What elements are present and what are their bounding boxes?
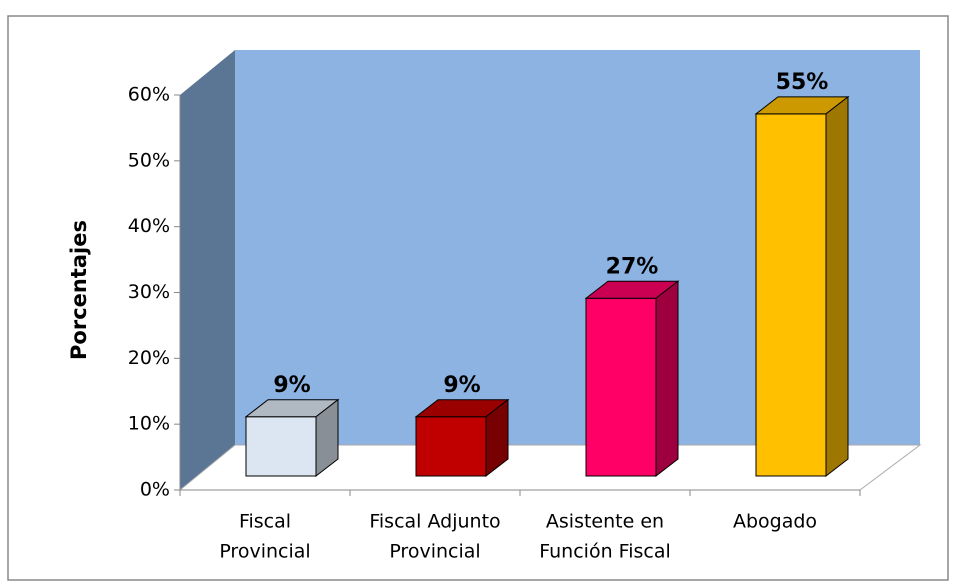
y-axis-title: Porcentajes bbox=[67, 220, 91, 360]
x-tick-label: Provincial bbox=[219, 541, 310, 563]
bar bbox=[245, 416, 317, 477]
bar-side bbox=[485, 398, 509, 478]
data-label: 9% bbox=[443, 373, 480, 398]
x-tick-label: Fiscal Adjunto bbox=[369, 511, 500, 533]
bar-side bbox=[655, 280, 679, 478]
bar bbox=[755, 113, 827, 477]
y-tick-label: 0% bbox=[140, 479, 170, 501]
x-tick-label: Asistente en bbox=[546, 511, 664, 533]
y-tick-label: 50% bbox=[128, 149, 170, 171]
bar-side bbox=[825, 95, 849, 478]
x-tick-label: Fiscal bbox=[239, 511, 291, 533]
y-tick-label: 60% bbox=[128, 84, 170, 106]
y-tick-label: 10% bbox=[128, 413, 170, 435]
y-tick-label: 20% bbox=[128, 347, 170, 369]
bar-side bbox=[315, 398, 339, 478]
y-tick-label: 40% bbox=[128, 215, 170, 237]
x-tick-label: Abogado bbox=[733, 511, 817, 533]
bar bbox=[415, 416, 487, 477]
bar bbox=[585, 297, 657, 477]
x-tick-label: Función Fiscal bbox=[539, 541, 671, 563]
side-wall bbox=[180, 50, 235, 490]
data-label: 55% bbox=[776, 70, 829, 95]
back-wall bbox=[235, 50, 920, 445]
y-tick-label: 30% bbox=[128, 281, 170, 303]
data-label: 27% bbox=[606, 254, 659, 279]
x-tick-label: Provincial bbox=[389, 541, 480, 563]
data-label: 9% bbox=[273, 373, 310, 398]
